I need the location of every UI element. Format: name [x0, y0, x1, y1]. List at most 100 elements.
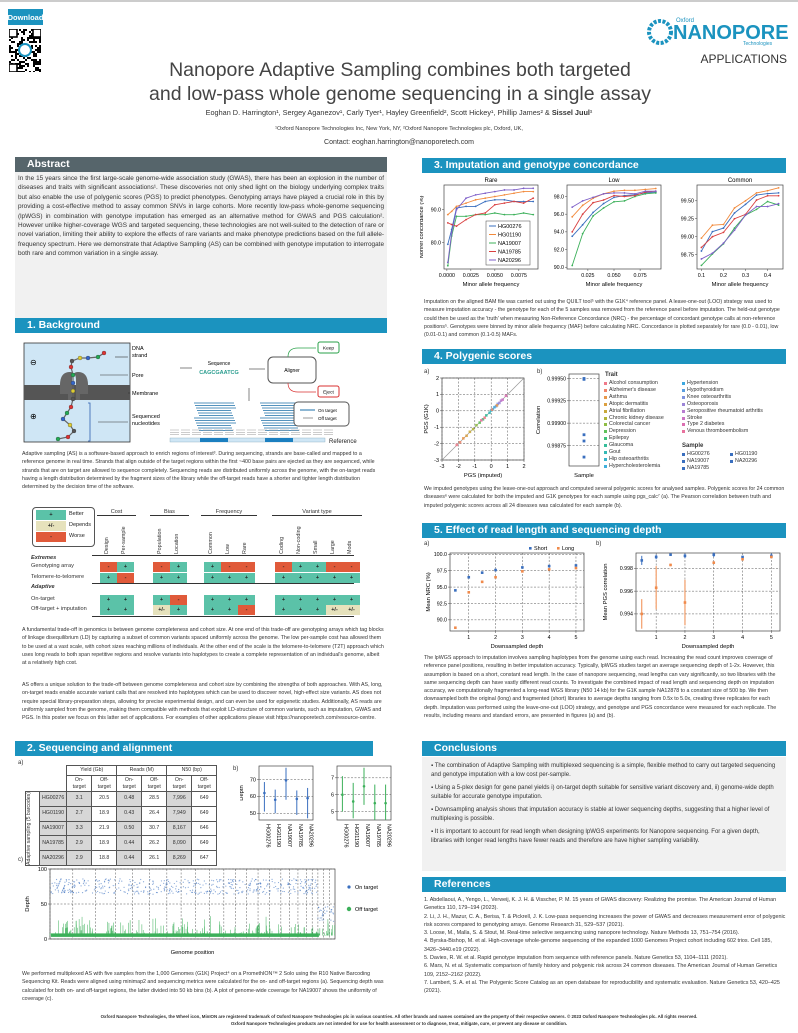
label-aligner: Aligner	[284, 368, 300, 374]
data-point	[644, 192, 647, 195]
on-target-point	[138, 893, 140, 895]
qr-module	[21, 67, 23, 69]
group-header-bias: Bias	[150, 509, 189, 516]
on-target-point	[299, 879, 302, 881]
on-target-point	[280, 885, 282, 887]
nucleotide-bead	[68, 364, 74, 370]
on-target-point	[175, 885, 177, 887]
sample-id: NA19007	[38, 820, 68, 837]
on-target-point	[133, 885, 135, 887]
y-tick-label: 0.998	[620, 566, 633, 572]
qr-module	[27, 37, 29, 39]
on-target-point	[211, 879, 213, 881]
category-label: HG01190	[275, 824, 281, 847]
legend-marker	[557, 547, 560, 550]
data-point	[644, 190, 647, 193]
y-tick-label: 50	[41, 902, 47, 908]
download-button[interactable]: Download	[8, 9, 43, 25]
on-target-point	[163, 890, 166, 892]
y-axis-label: Nonref concordance (%)	[420, 196, 425, 259]
on-target-point	[206, 892, 208, 894]
data-point	[654, 190, 657, 193]
tradeoff-cell: +	[204, 595, 221, 605]
on-target-point	[319, 909, 321, 911]
data-point	[522, 212, 525, 214]
qr-module	[27, 57, 29, 59]
on-target-point	[202, 884, 204, 886]
trait-label: Atopic dermatitis	[609, 400, 649, 407]
on-target-point	[65, 880, 68, 882]
trait-legend-title: Trait	[605, 372, 618, 378]
qr-code[interactable]	[9, 29, 41, 72]
sequence-text: CAGCGAATCG	[199, 370, 239, 376]
qr-module	[23, 29, 25, 31]
column-header-rare: Rare	[242, 542, 248, 554]
on-target-point	[165, 886, 167, 888]
category-label: NA19007	[286, 824, 292, 847]
on-target-point	[305, 890, 307, 892]
qr-module	[19, 67, 21, 69]
on-target-point	[118, 887, 120, 889]
nucleotide-bead	[85, 355, 91, 361]
sample-marker	[682, 460, 685, 463]
column-header-per-sample: Per-sample	[121, 526, 127, 554]
on-target-point	[164, 886, 166, 888]
on-target-point	[187, 886, 189, 888]
x-tick-label: 1	[655, 635, 658, 641]
on-target-point	[108, 879, 110, 881]
data-point	[711, 235, 714, 238]
trait-marker	[604, 409, 607, 413]
qr-module	[39, 41, 41, 43]
data-point	[571, 206, 574, 209]
category-label: NA19007	[364, 824, 370, 847]
on-target-point	[247, 893, 249, 895]
effect-panel-b-label: b)	[596, 541, 602, 547]
on-target-point	[262, 891, 264, 893]
on-target-point	[114, 891, 116, 893]
on-target-point	[246, 891, 248, 893]
y-tick-label: 0.996	[620, 589, 633, 595]
contact-email[interactable]: Contact: eoghan.harrington@nanoporetech.…	[324, 139, 474, 146]
column-header-common: Common	[208, 532, 214, 554]
on-target-point	[251, 878, 253, 880]
on-target-point	[96, 886, 98, 888]
reference-bar	[169, 437, 326, 443]
legend-swatch-better: +	[36, 510, 66, 520]
on-target-point	[152, 882, 154, 884]
data-point	[755, 208, 758, 211]
data-point	[633, 194, 636, 197]
on-target-point	[319, 919, 321, 922]
pgs-panel-b-label: b)	[537, 369, 543, 375]
trait-label: Osteoporosis	[687, 400, 719, 407]
on-target-point	[317, 917, 319, 919]
column-header-small: Small	[313, 540, 319, 554]
metric-subheader: On-target	[66, 775, 93, 792]
on-target-point	[220, 879, 222, 881]
qr-module	[17, 63, 19, 65]
data-point	[654, 192, 657, 194]
x-axis-label: Sample	[574, 473, 594, 479]
trait-marker	[682, 416, 685, 420]
on-target-point	[64, 891, 66, 893]
trait-label: Atrial fibrillation	[609, 407, 645, 414]
trait-marker	[604, 430, 607, 434]
on-target-point	[169, 892, 171, 894]
qr-module	[23, 39, 25, 41]
qr-module	[31, 29, 33, 31]
on-target-point	[103, 880, 106, 882]
data-point	[446, 213, 449, 216]
qr-module	[29, 57, 31, 59]
on-target-point	[169, 888, 171, 890]
on-target-point	[157, 888, 160, 890]
on-target-point	[102, 887, 104, 889]
on-target-point	[56, 883, 58, 885]
qr-module	[35, 41, 37, 43]
svg-text:NANOPORE: NANOPORE	[673, 22, 789, 44]
sequenced-bracket	[88, 402, 91, 442]
data-point	[623, 192, 626, 194]
data-point	[744, 199, 747, 202]
trait-label: Gout	[609, 449, 621, 455]
on-target-point	[166, 882, 168, 884]
x-tick-label: 5	[574, 635, 577, 641]
qr-module	[17, 33, 19, 35]
